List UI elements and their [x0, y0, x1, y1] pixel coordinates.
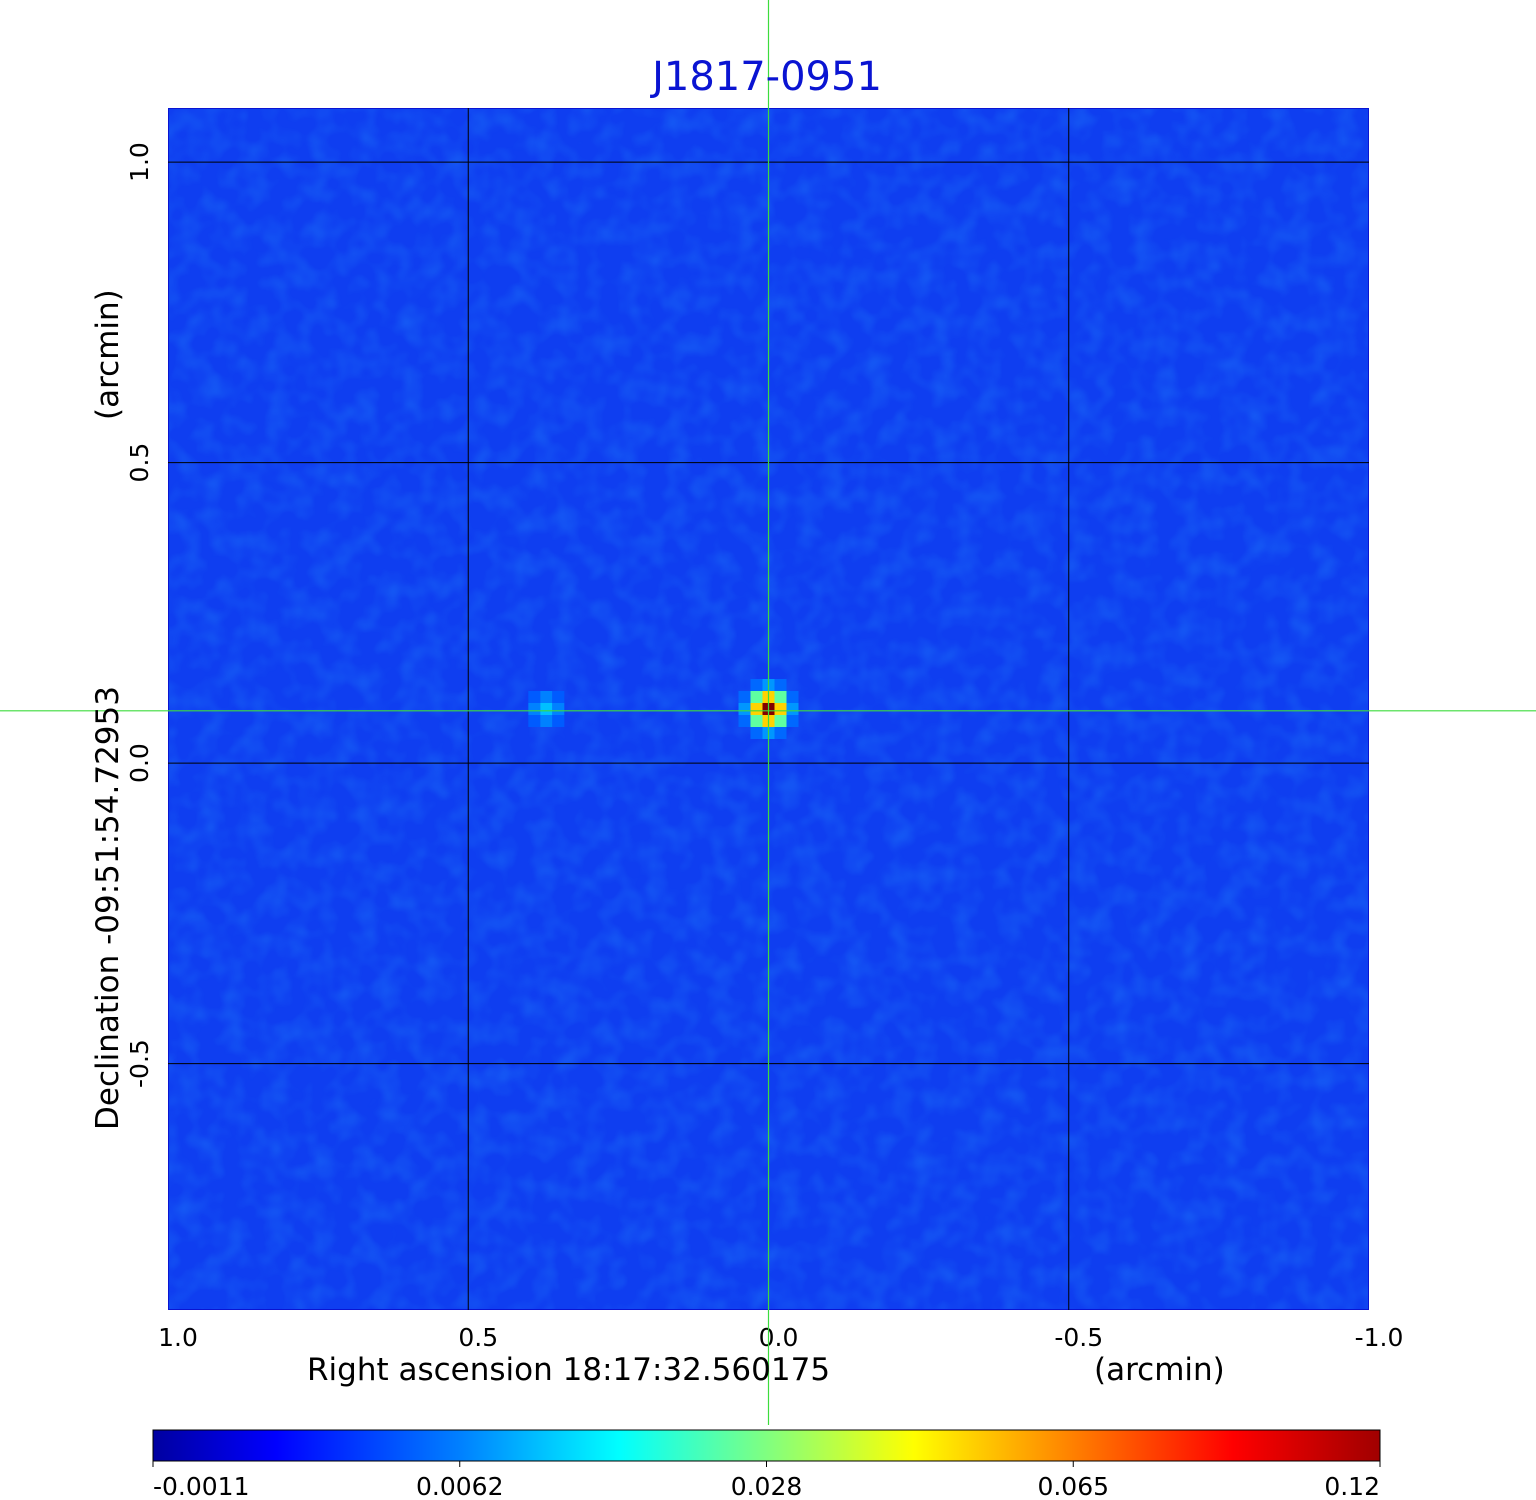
source-pixel: [540, 703, 553, 715]
x-tick-label: -0.5: [1054, 1323, 1103, 1352]
colorbar-tick-label: -0.0011: [153, 1472, 250, 1500]
source-pixel: [750, 691, 763, 703]
source-pixel: [528, 703, 541, 715]
colorbar-tick-label: 0.065: [1037, 1472, 1109, 1500]
source-pixel: [774, 691, 787, 703]
x-axis-unit: (arcmin): [1094, 1352, 1225, 1388]
source-pixel: [750, 703, 763, 715]
colorbar-tick-label: 0.0062: [416, 1472, 503, 1500]
x-tick-label: 0.0: [759, 1323, 799, 1352]
crosshair: [0, 0, 1536, 1425]
y-tick-label: 0.5: [125, 443, 154, 483]
source-pixel: [750, 679, 763, 691]
x-tick-label: 1.0: [158, 1323, 198, 1352]
source-pixel: [750, 715, 763, 727]
axis-tick-labels: 1.0 0.5 0.0 -0.5 -1.0 1.0 0.5 0.0 -0.5: [125, 142, 1403, 1352]
source-pixel: [786, 715, 799, 727]
chart-title: J1817-0951: [649, 54, 882, 100]
colorbar-tick-labels: -0.0011 0.0062 0.028 0.065 0.12: [152, 1461, 1381, 1500]
x-axis-label: Right ascension 18:17:32.560175: [307, 1352, 830, 1388]
source-pixel: [552, 703, 565, 715]
source-pixel: [552, 715, 565, 727]
source-2: [528, 691, 565, 727]
y-tick-label: 1.0: [125, 142, 154, 182]
source-pixel: [738, 691, 751, 703]
source-pixel: [552, 691, 565, 703]
source-pixel: [774, 703, 787, 715]
y-axis-label: Declination -09:51:54.72953: [90, 686, 126, 1130]
x-tick-label: -1.0: [1355, 1323, 1404, 1352]
source-pixel: [540, 691, 553, 703]
source-pixel: [774, 727, 787, 739]
source-pixel: [528, 715, 541, 727]
source-pixel: [738, 715, 751, 727]
x-tick-label: 0.5: [458, 1323, 498, 1352]
y-axis-unit: (arcmin): [90, 289, 126, 420]
y-tick-label: 0.0: [125, 743, 154, 783]
y-tick-label: -0.5: [125, 1039, 154, 1088]
source-pixel: [540, 715, 553, 727]
source-pixel: [750, 727, 763, 739]
source-pixel: [774, 679, 787, 691]
colorbar-tick-label: 0.028: [731, 1472, 803, 1500]
source-pixel: [786, 703, 799, 715]
source-pixel: [528, 691, 541, 703]
source-pixel: [738, 703, 751, 715]
source-pixel: [786, 691, 799, 703]
colorbar-tick-label: 0.12: [1324, 1472, 1380, 1500]
colorbar: [152, 1429, 1381, 1462]
source-pixel: [774, 715, 787, 727]
